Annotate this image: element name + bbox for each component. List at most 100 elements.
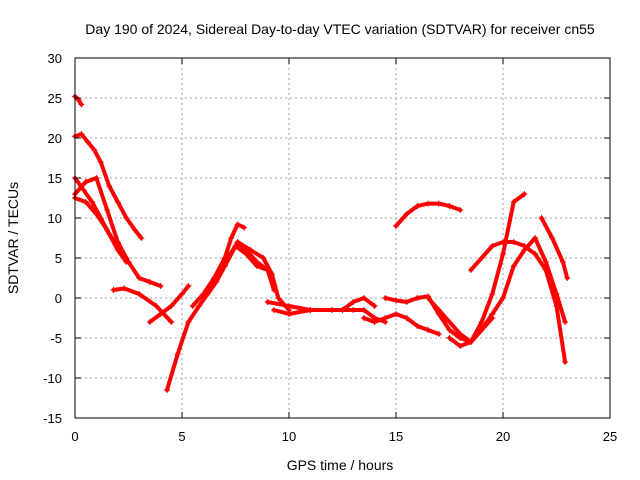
- data-point-marker: [549, 235, 556, 241]
- data-point-marker: [93, 175, 100, 181]
- data-point-marker: [200, 295, 207, 301]
- data-point-marker: [89, 199, 96, 205]
- data-point-marker: [146, 319, 153, 325]
- data-point-marker: [425, 295, 432, 301]
- data-point-marker: [164, 387, 171, 393]
- x-tick-label: 15: [389, 429, 403, 444]
- data-point-marker: [157, 283, 164, 289]
- data-series: [72, 93, 571, 393]
- data-point-marker: [500, 251, 506, 257]
- data-point-marker: [457, 207, 464, 213]
- data-point-marker: [179, 291, 185, 297]
- data-point-marker: [121, 285, 128, 292]
- series-trace-2: [73, 132, 144, 240]
- data-point-marker: [532, 251, 539, 257]
- data-point-marker: [286, 303, 292, 309]
- y-tick-label: -5: [50, 331, 62, 346]
- data-point-marker: [110, 287, 117, 293]
- data-point-marker: [489, 243, 496, 249]
- data-point-marker: [260, 255, 267, 261]
- data-point-marker: [393, 297, 399, 304]
- data-point-marker: [82, 199, 89, 205]
- series-trace-5: [73, 196, 129, 264]
- chart-title: Day 190 of 2024, Sidereal Day-to-day VTE…: [85, 21, 595, 37]
- data-point-marker: [562, 359, 569, 365]
- data-point-marker: [360, 307, 367, 313]
- data-point-marker: [185, 319, 192, 325]
- data-point-marker: [339, 307, 346, 313]
- series-trace-16: [394, 201, 463, 228]
- data-point-marker: [467, 267, 474, 273]
- data-point-marker: [234, 221, 241, 228]
- data-point-marker: [106, 183, 113, 189]
- data-point-marker: [414, 203, 421, 209]
- data-point-marker: [403, 315, 410, 321]
- data-point-marker: [457, 343, 464, 349]
- data-point-marker: [168, 303, 175, 309]
- data-point-marker: [136, 275, 143, 281]
- data-point-marker: [136, 291, 143, 297]
- data-point-marker: [435, 331, 442, 337]
- data-point-marker: [467, 339, 474, 345]
- data-point-marker: [446, 203, 453, 209]
- data-point-marker: [247, 247, 254, 253]
- data-point-marker: [189, 303, 196, 309]
- data-point-marker: [80, 187, 87, 193]
- data-point-marker: [360, 295, 367, 301]
- data-point-marker: [228, 235, 235, 241]
- y-tick-label: -15: [43, 411, 62, 426]
- data-point-marker: [538, 215, 545, 221]
- x-tick-label: 25: [603, 429, 617, 444]
- data-point-marker: [521, 247, 528, 253]
- data-point-marker: [371, 303, 378, 309]
- data-point-marker: [564, 275, 571, 281]
- x-tick-label: 10: [282, 429, 296, 444]
- y-tick-label: 5: [55, 251, 62, 266]
- data-point-marker: [478, 319, 485, 325]
- data-point-marker: [241, 224, 248, 231]
- data-point-marker: [138, 235, 145, 241]
- data-point-marker: [146, 279, 153, 285]
- series-trace-14: [361, 312, 441, 336]
- series-trace-18: [447, 192, 527, 348]
- data-point-marker: [104, 227, 111, 233]
- data-point-marker: [435, 200, 442, 207]
- y-tick-label: 20: [48, 131, 62, 146]
- data-point-marker: [350, 307, 357, 313]
- data-point-marker: [414, 323, 421, 329]
- data-point-marker: [478, 255, 485, 261]
- data-point-marker: [174, 351, 181, 357]
- y-tick-label: 25: [48, 91, 62, 106]
- y-tick-label: -10: [43, 371, 62, 386]
- y-tick-label: 30: [48, 51, 62, 66]
- axis-ticks: 0 5 10 15 20 25 -15 -10 -5 0 5 10 15 20 25 30: [43, 51, 617, 444]
- y-tick-label: 10: [48, 211, 62, 226]
- y-axis-title: SDTVAR / TECUs: [5, 182, 21, 294]
- series-trace-21: [539, 216, 570, 280]
- data-point-marker: [457, 331, 464, 337]
- data-point-marker: [478, 327, 485, 333]
- data-point-marker: [264, 299, 271, 305]
- data-point-marker: [91, 147, 98, 153]
- data-point-marker: [123, 215, 130, 221]
- data-point-marker: [403, 299, 410, 305]
- data-point-marker: [382, 295, 389, 301]
- data-point-marker: [393, 223, 399, 229]
- series-trace-6: [111, 286, 174, 324]
- data-point-marker: [542, 259, 549, 265]
- data-point-marker: [131, 227, 138, 233]
- data-point-marker: [211, 279, 218, 285]
- y-tick-label: 15: [48, 171, 62, 186]
- data-point-marker: [435, 307, 442, 313]
- data-point-marker: [446, 319, 453, 325]
- data-point-marker: [382, 315, 389, 321]
- data-point-marker: [562, 319, 569, 325]
- data-point-marker: [114, 247, 121, 253]
- x-tick-label: 0: [71, 429, 78, 444]
- data-point-marker: [271, 307, 278, 313]
- data-point-marker: [425, 200, 432, 207]
- data-point-marker: [403, 211, 410, 217]
- data-point-marker: [360, 315, 367, 321]
- data-point-marker: [221, 263, 228, 269]
